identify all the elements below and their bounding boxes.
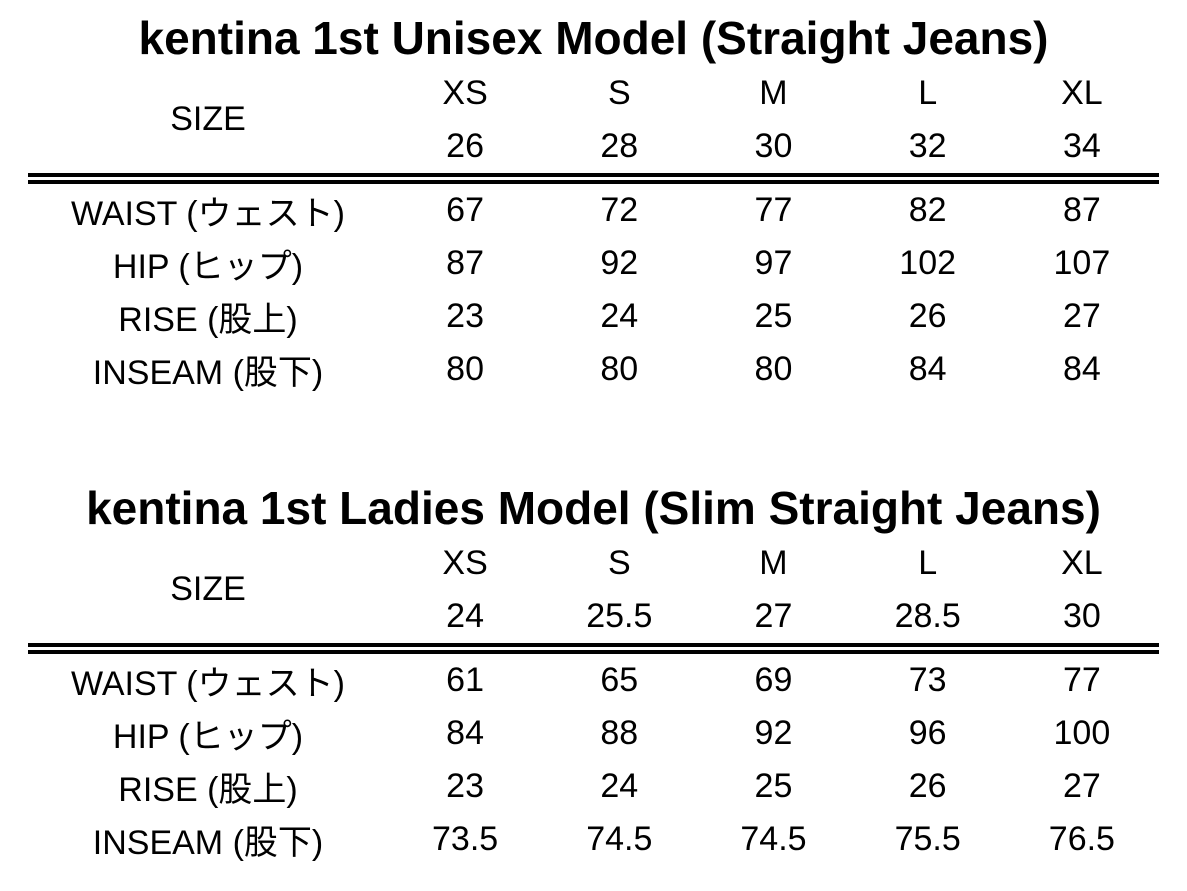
size-number-cell: 30	[1062, 596, 1101, 635]
size-name-cell: S	[607, 73, 631, 112]
value-cell: 102	[899, 243, 957, 282]
value-cell: 77	[1004, 642, 1159, 707]
table-row-rise: RISE (股上) 23 24 25 26 27	[28, 760, 1159, 813]
value-cell: 25	[754, 766, 793, 805]
size-name-cell: M	[759, 543, 788, 582]
value-cell: 84	[908, 349, 947, 388]
size-name-cell: S	[607, 543, 631, 582]
ladies-size-table: SIZE XS S M L XL 24 25.5 27 28.5 30 WAIS…	[28, 537, 1159, 866]
value-cell: 61	[388, 642, 543, 707]
header-row-size-names: SIZE XS S M L XL	[28, 67, 1159, 139]
value-cell: 24	[600, 296, 639, 335]
value-cell: 87	[1004, 172, 1159, 237]
table-row-hip: HIP (ヒップ) 87 92 97 102 107	[28, 237, 1159, 290]
value-cell: 65	[542, 642, 697, 707]
row-label: HIP (ヒップ)	[112, 717, 304, 756]
value-cell: 74.5	[586, 819, 653, 858]
ladies-table-title: kentina 1st Ladies Model (Slim Straight …	[86, 481, 1101, 534]
size-name-cell: XS	[442, 73, 488, 112]
unisex-table-title: kentina 1st Unisex Model (Straight Jeans…	[138, 12, 1049, 64]
row-label: INSEAM (股下)	[92, 823, 324, 862]
value-cell: 84	[1062, 349, 1101, 388]
header-row-size-numbers: 24 25.5 27 28.5 30	[28, 590, 1159, 649]
value-cell: 80	[754, 349, 793, 388]
value-cell: 76.5	[1048, 819, 1115, 858]
size-number-cell: 24	[446, 596, 484, 635]
row-label: RISE (股上)	[118, 300, 298, 339]
row-label: INSEAM (股下)	[92, 353, 324, 392]
size-number-cell: 34	[1062, 126, 1101, 165]
header-row-size-names: SIZE XS S M L XL	[28, 537, 1159, 609]
size-number-cell: 28	[600, 126, 639, 165]
value-cell: 23	[446, 296, 484, 335]
size-label-cell: SIZE	[170, 570, 246, 609]
value-cell: 96	[908, 713, 947, 752]
size-name-cell: M	[759, 73, 788, 112]
value-cell: 74.5	[740, 819, 807, 858]
size-name-cell: L	[918, 73, 938, 112]
size-number-cell: 26	[446, 126, 484, 165]
size-number-cell: 30	[754, 126, 793, 165]
value-cell: 27	[1062, 766, 1101, 805]
table-row-waist: WAIST (ウェスト) 67 72 77 82 87	[28, 172, 1159, 237]
value-cell: 97	[754, 243, 793, 282]
value-cell: 73.5	[432, 819, 499, 858]
row-label: HIP (ヒップ)	[112, 247, 304, 286]
size-name-cell: XL	[1061, 73, 1103, 112]
size-number-cell: 32	[908, 126, 947, 165]
value-cell: 26	[908, 296, 947, 335]
value-cell: 88	[600, 713, 639, 752]
size-chart-sheet: kentina 1st Unisex Model (Straight Jeans…	[0, 12, 1187, 866]
value-cell: 73	[850, 642, 1005, 707]
row-label: RISE (股上)	[118, 770, 298, 809]
table-row-inseam: INSEAM (股下) 80 80 80 84 84	[28, 343, 1159, 396]
value-cell: 23	[446, 766, 484, 805]
header-row-size-numbers: 26 28 30 32 34	[28, 120, 1159, 179]
value-cell: 84	[446, 713, 484, 752]
size-number-cell: 28.5	[894, 596, 961, 635]
value-cell: 82	[850, 172, 1005, 237]
size-number-cell: 27	[754, 596, 793, 635]
unisex-size-table: SIZE XS S M L XL 26 28 30 32 34 WAIST (ウ…	[28, 67, 1159, 396]
size-label-cell: SIZE	[170, 100, 246, 139]
value-cell: 80	[446, 349, 484, 388]
value-cell: 87	[446, 243, 484, 282]
value-cell: 75.5	[894, 819, 961, 858]
value-cell: 25	[754, 296, 793, 335]
value-cell: 107	[1053, 243, 1111, 282]
size-name-cell: XS	[442, 543, 488, 582]
table-row-hip: HIP (ヒップ) 84 88 92 96 100	[28, 707, 1159, 760]
table-row-inseam: INSEAM (股下) 73.5 74.5 74.5 75.5 76.5	[28, 813, 1159, 866]
value-cell: 92	[600, 243, 639, 282]
size-name-cell: L	[918, 543, 938, 582]
value-cell: 80	[600, 349, 639, 388]
value-cell: 92	[754, 713, 793, 752]
value-cell: 26	[908, 766, 947, 805]
table-row-waist: WAIST (ウェスト) 61 65 69 73 77	[28, 642, 1159, 707]
row-label: WAIST (ウェスト)	[28, 642, 388, 707]
size-name-cell: XL	[1061, 543, 1103, 582]
value-cell: 72	[542, 172, 697, 237]
value-cell: 77	[696, 172, 851, 237]
value-cell: 67	[388, 172, 543, 237]
row-label: WAIST (ウェスト)	[28, 172, 388, 237]
value-cell: 100	[1053, 713, 1111, 752]
value-cell: 27	[1062, 296, 1101, 335]
table-row-rise: RISE (股上) 23 24 25 26 27	[28, 290, 1159, 343]
size-number-cell: 25.5	[586, 596, 653, 635]
value-cell: 24	[600, 766, 639, 805]
value-cell: 69	[696, 642, 851, 707]
